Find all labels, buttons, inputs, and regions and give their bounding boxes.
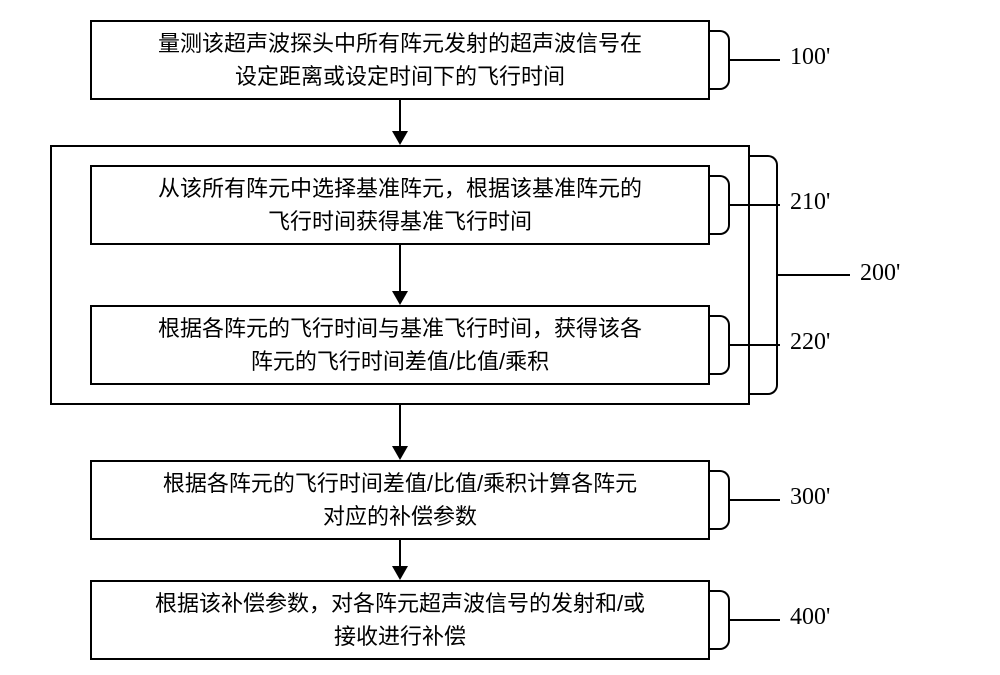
step-100-box: 量测该超声波探头中所有阵元发射的超声波信号在设定距离或设定时间下的飞行时间 <box>90 20 710 100</box>
bracket-200 <box>750 155 778 395</box>
arrow-4-head <box>392 566 408 580</box>
arrow-3-head <box>392 446 408 460</box>
bracket-300 <box>710 470 730 530</box>
arrow-1-head <box>392 131 408 145</box>
bracket-tail-210 <box>730 204 780 206</box>
arrow-3-line <box>399 405 401 446</box>
step-400-text: 根据该补偿参数，对各阵元超声波信号的发射和/或接收进行补偿 <box>155 587 645 653</box>
bracket-tail-220 <box>730 344 780 346</box>
label-100: 100' <box>790 44 830 71</box>
step-220-text: 根据各阵元的飞行时间与基准飞行时间，获得该各阵元的飞行时间差值/比值/乘积 <box>158 312 642 378</box>
arrow-2-line <box>399 245 401 291</box>
step-400-box: 根据该补偿参数，对各阵元超声波信号的发射和/或接收进行补偿 <box>90 580 710 660</box>
step-100-text: 量测该超声波探头中所有阵元发射的超声波信号在设定距离或设定时间下的飞行时间 <box>158 27 642 93</box>
step-210-box: 从该所有阵元中选择基准阵元，根据该基准阵元的飞行时间获得基准飞行时间 <box>90 165 710 245</box>
bracket-tail-100 <box>730 59 780 61</box>
arrow-1-line <box>399 100 401 131</box>
bracket-400 <box>710 590 730 650</box>
step-220-box: 根据各阵元的飞行时间与基准飞行时间，获得该各阵元的飞行时间差值/比值/乘积 <box>90 305 710 385</box>
label-220: 220' <box>790 329 830 356</box>
bracket-210 <box>710 175 730 235</box>
arrow-4-line <box>399 540 401 566</box>
bracket-220 <box>710 315 730 375</box>
label-400: 400' <box>790 604 830 631</box>
step-210-text: 从该所有阵元中选择基准阵元，根据该基准阵元的飞行时间获得基准飞行时间 <box>158 172 642 238</box>
bracket-tail-400 <box>730 619 780 621</box>
label-200: 200' <box>860 260 900 287</box>
bracket-tail-200 <box>778 274 850 276</box>
step-300-box: 根据各阵元的飞行时间差值/比值/乘积计算各阵元对应的补偿参数 <box>90 460 710 540</box>
label-300: 300' <box>790 484 830 511</box>
bracket-100 <box>710 30 730 90</box>
label-210: 210' <box>790 189 830 216</box>
arrow-2-head <box>392 291 408 305</box>
step-300-text: 根据各阵元的飞行时间差值/比值/乘积计算各阵元对应的补偿参数 <box>163 467 637 533</box>
bracket-tail-300 <box>730 499 780 501</box>
